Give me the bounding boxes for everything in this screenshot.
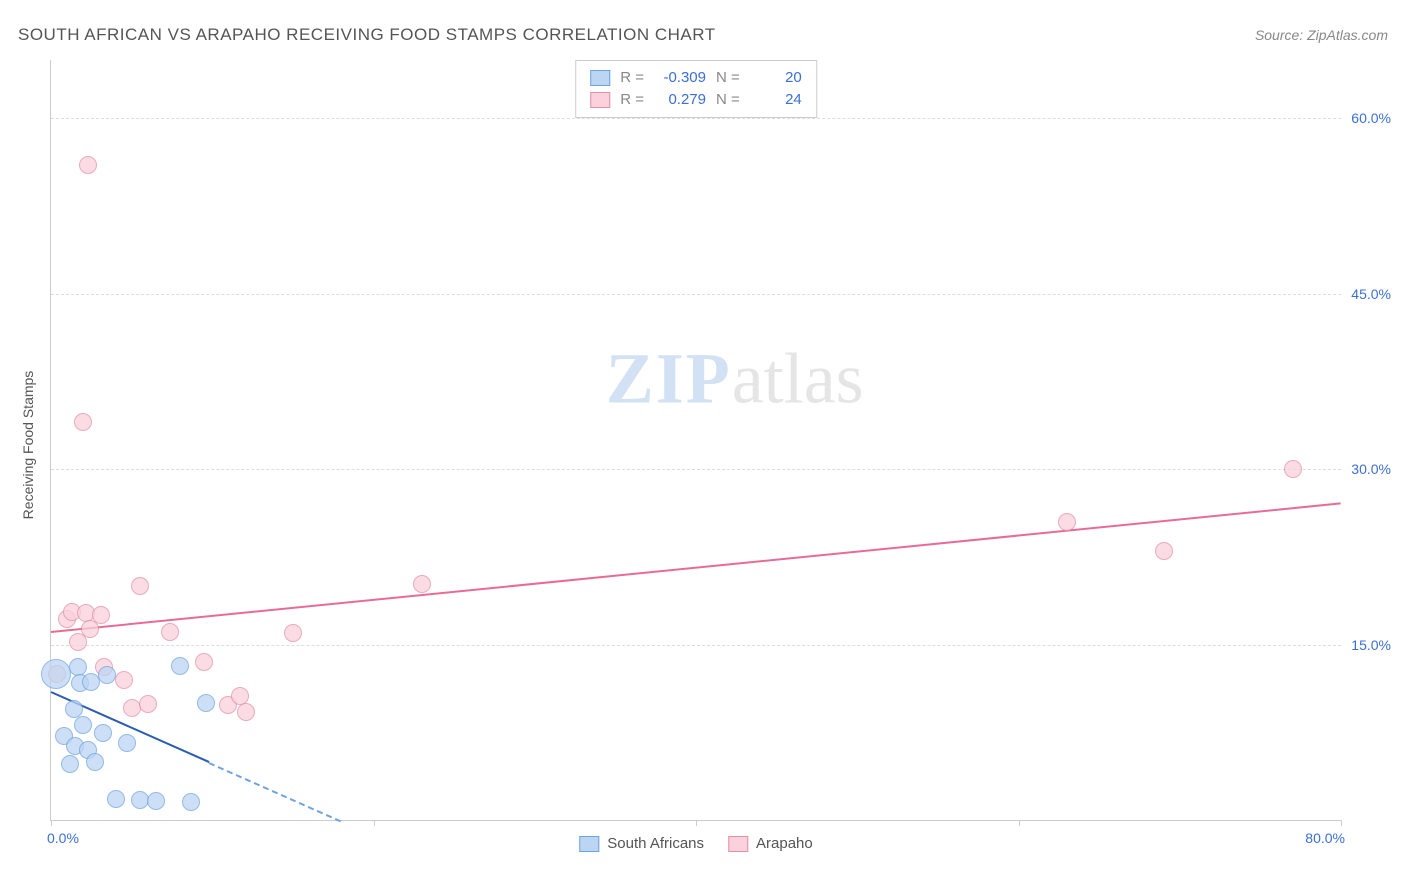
legend-swatch-a (579, 836, 599, 852)
point-arapaho (79, 156, 97, 174)
point-arapaho (237, 703, 255, 721)
point-south-african (94, 724, 112, 742)
point-south-african (182, 793, 200, 811)
point-south-african (118, 734, 136, 752)
point-south-african (107, 790, 125, 808)
gridline (51, 645, 1341, 646)
point-south-african (197, 694, 215, 712)
stats-row-b: R = 0.279 N = 24 (590, 89, 802, 111)
trendline (51, 502, 1341, 633)
point-south-african (74, 716, 92, 734)
point-arapaho (413, 575, 431, 593)
xtick (374, 820, 375, 826)
point-arapaho (115, 671, 133, 689)
point-arapaho (74, 413, 92, 431)
x-end-label: 80.0% (1305, 830, 1345, 846)
stats-legend-box: R = -0.309 N = 20 R = 0.279 N = 24 (575, 60, 817, 118)
stat-r-label: R = (620, 89, 644, 111)
xtick (696, 820, 697, 826)
xtick (1341, 820, 1342, 826)
stat-n-a: 20 (750, 67, 802, 89)
legend-swatch-b (728, 836, 748, 852)
stat-r-label: R = (620, 67, 644, 89)
point-arapaho (1155, 542, 1173, 560)
watermark: ZIPatlas (606, 338, 864, 421)
point-south-african (86, 753, 104, 771)
plot-region: ZIPatlas R = -0.309 N = 20 R = 0.279 N =… (50, 60, 1341, 821)
point-arapaho (139, 695, 157, 713)
point-arapaho (195, 653, 213, 671)
y-axis-label: Receiving Food Stamps (20, 371, 36, 520)
point-south-african (61, 755, 79, 773)
legend-bottom: South Africans Arapaho (579, 835, 812, 852)
legend-label-b: Arapaho (756, 835, 813, 852)
point-arapaho (1058, 513, 1076, 531)
point-south-african (69, 658, 87, 676)
point-south-african (65, 700, 83, 718)
trendline (209, 762, 342, 822)
ytick-label: 15.0% (1343, 637, 1391, 653)
swatch-series-a (590, 70, 610, 86)
stat-n-b: 24 (750, 89, 802, 111)
point-south-african (98, 666, 116, 684)
point-south-african (171, 657, 189, 675)
legend-label-a: South Africans (607, 835, 704, 852)
gridline (51, 469, 1341, 470)
point-south-african (41, 659, 71, 689)
stat-n-label: N = (716, 89, 740, 111)
point-south-african (147, 792, 165, 810)
ytick-label: 60.0% (1343, 110, 1391, 126)
point-arapaho (123, 699, 141, 717)
chart-area: Receiving Food Stamps ZIPatlas R = -0.30… (50, 60, 1390, 830)
gridline (51, 118, 1341, 119)
x-start-label: 0.0% (47, 830, 79, 846)
ytick-label: 45.0% (1343, 286, 1391, 302)
chart-header: SOUTH AFRICAN VS ARAPAHO RECEIVING FOOD … (18, 20, 1388, 50)
point-arapaho (92, 606, 110, 624)
swatch-series-b (590, 92, 610, 108)
watermark-atlas: atlas (732, 339, 864, 419)
source-label: Source: ZipAtlas.com (1255, 27, 1388, 43)
stat-n-label: N = (716, 67, 740, 89)
xtick (1019, 820, 1020, 826)
ytick-label: 30.0% (1343, 461, 1391, 477)
watermark-zip: ZIP (606, 339, 732, 419)
point-arapaho (231, 687, 249, 705)
point-arapaho (161, 623, 179, 641)
xtick (51, 820, 52, 826)
gridline (51, 294, 1341, 295)
legend-item-b: Arapaho (728, 835, 813, 852)
point-arapaho (131, 577, 149, 595)
point-arapaho (1284, 460, 1302, 478)
stats-row-a: R = -0.309 N = 20 (590, 67, 802, 89)
stat-r-a: -0.309 (654, 67, 706, 89)
point-arapaho (284, 624, 302, 642)
chart-title: SOUTH AFRICAN VS ARAPAHO RECEIVING FOOD … (18, 25, 716, 45)
stat-r-b: 0.279 (654, 89, 706, 111)
legend-item-a: South Africans (579, 835, 704, 852)
